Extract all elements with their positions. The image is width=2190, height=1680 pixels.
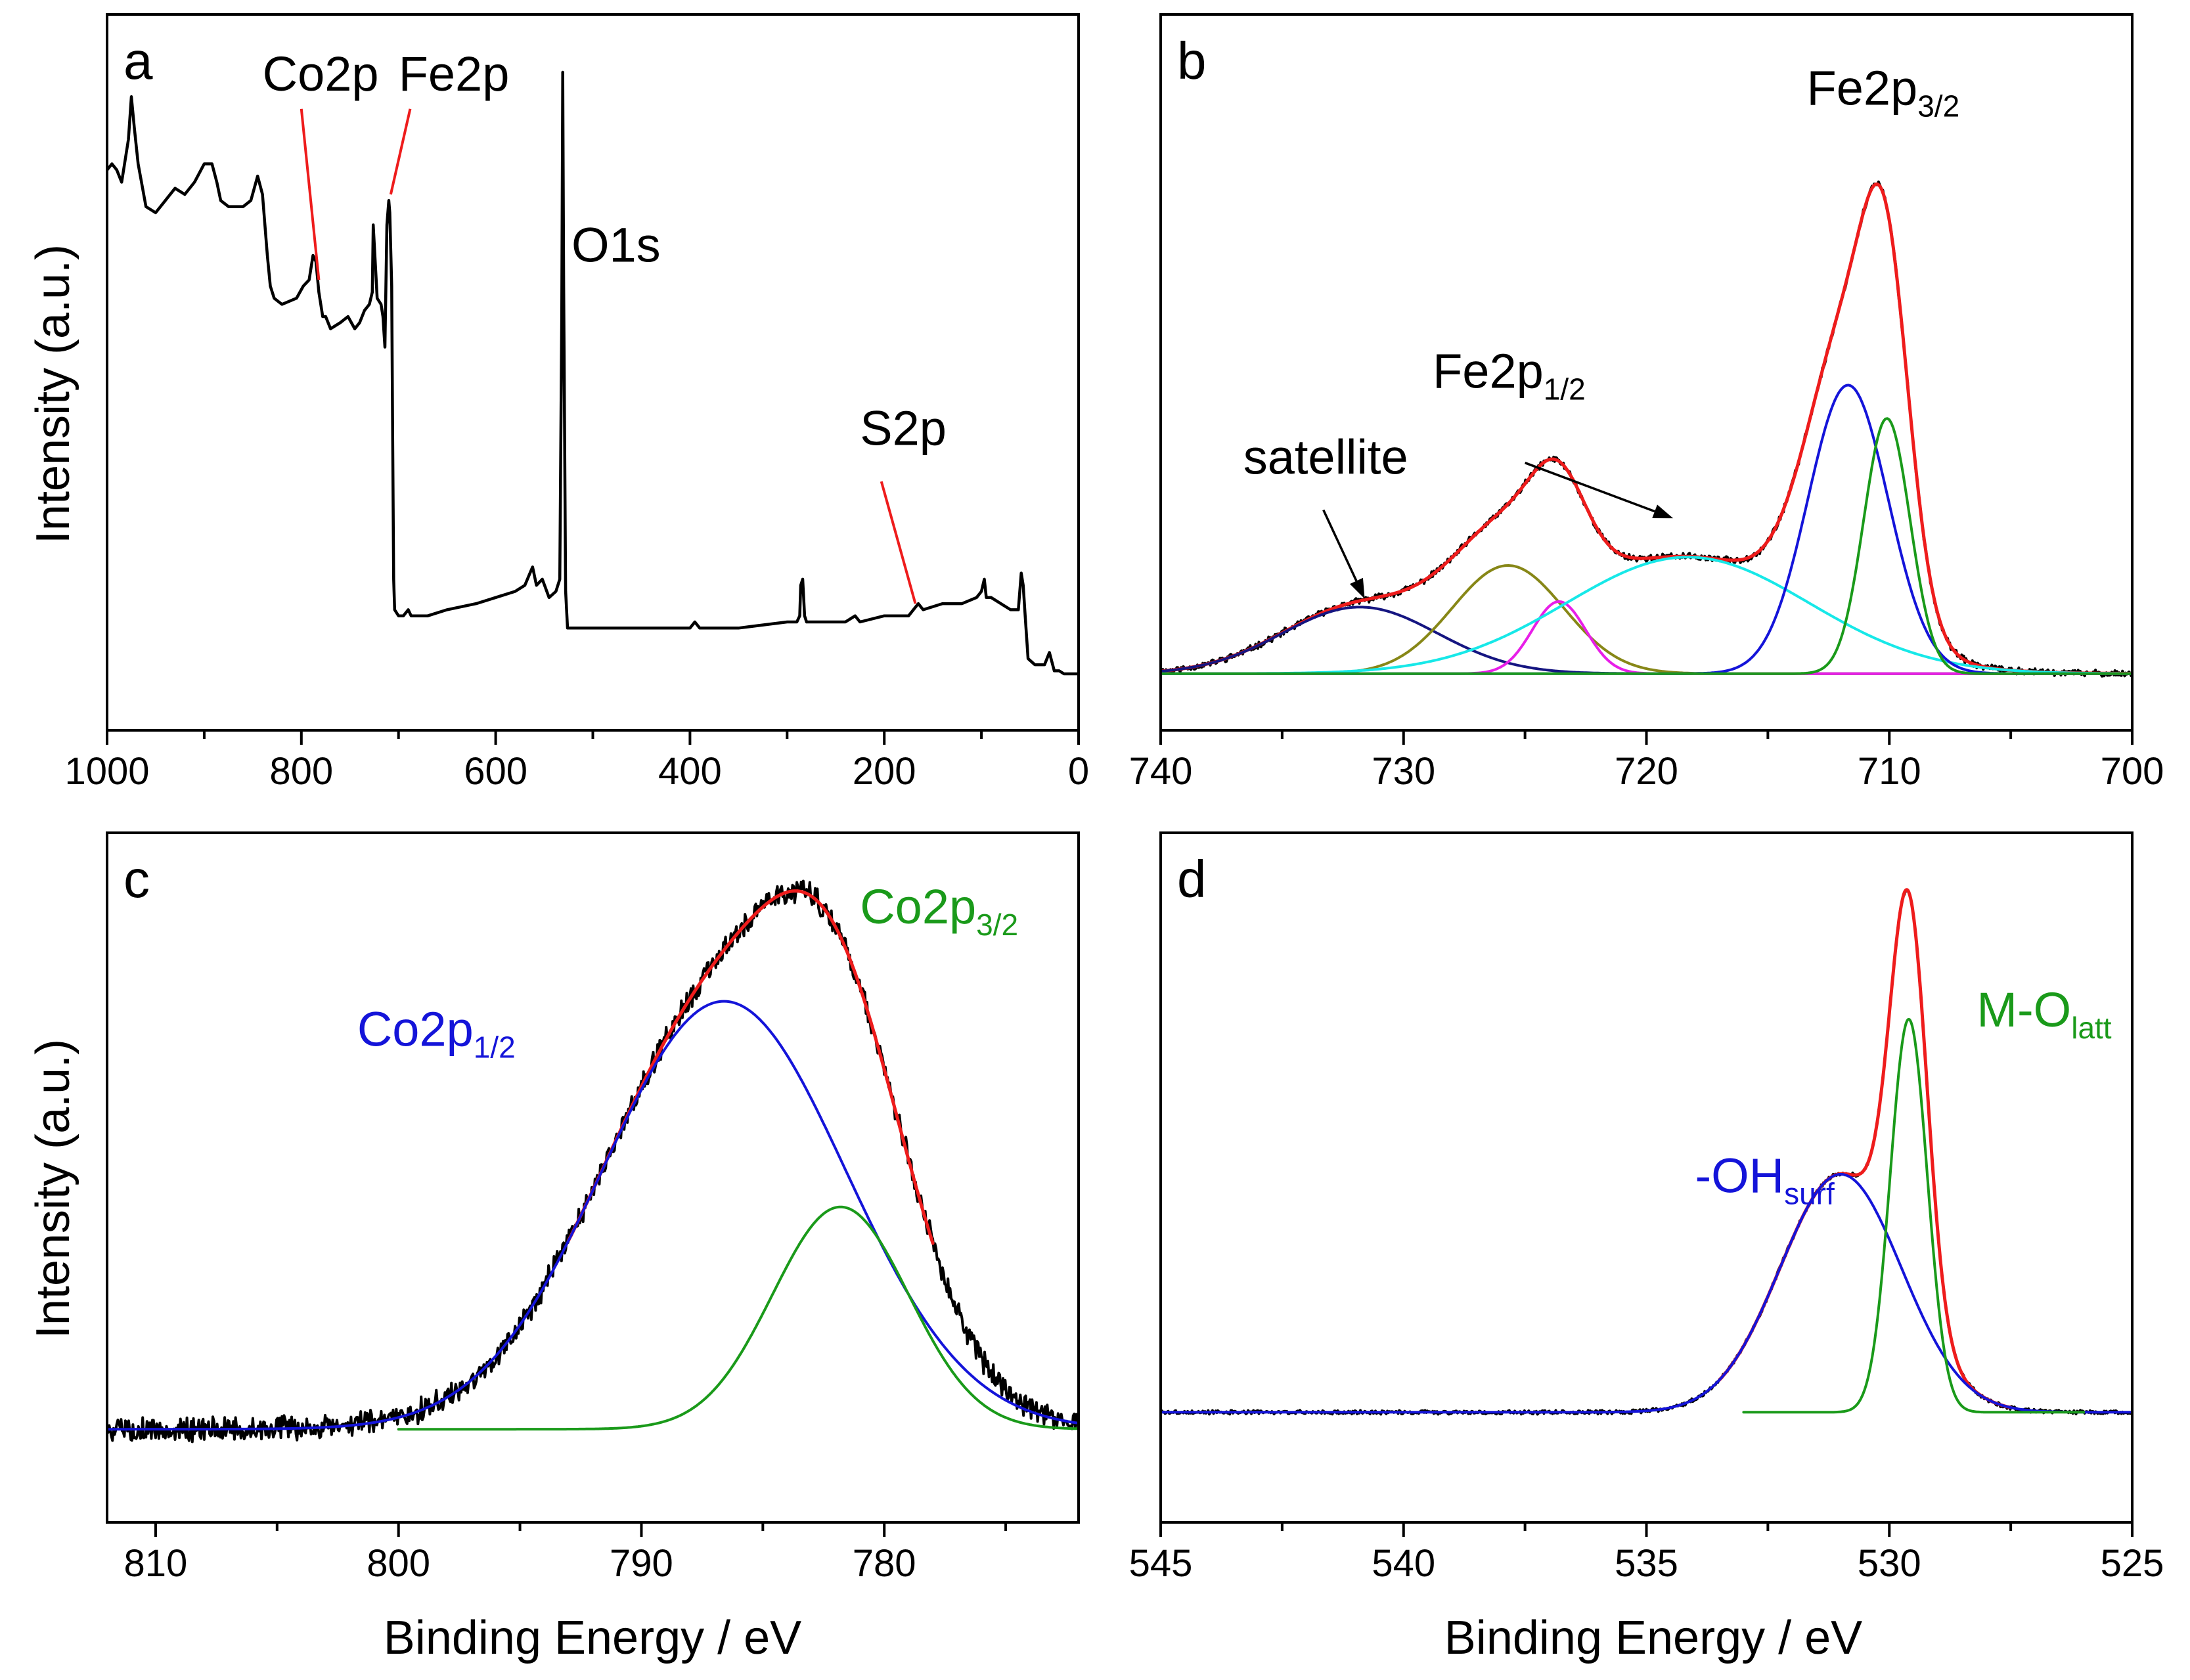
x-tick-label-c-3: 780	[853, 1542, 916, 1585]
x-tick-label-a-4: 200	[853, 750, 916, 793]
annotation-a-2: O1s	[571, 217, 661, 272]
arrow-b-0	[1322, 509, 1365, 599]
series-c-3-line	[397, 1205, 1079, 1431]
x-axis-title-left: Binding Energy / eV	[384, 1612, 801, 1664]
y-axis-title-top: Intensity (a.u.)	[27, 244, 79, 544]
x-tick-label-b-3: 710	[1858, 750, 1921, 793]
series-a-0-line	[107, 70, 1079, 676]
annotation-a-3: S2p	[860, 401, 947, 455]
x-tick-label-a-5: 0	[1068, 750, 1089, 793]
x-tick-label-c-0: 810	[124, 1542, 188, 1585]
plot-area-b	[1161, 180, 2132, 678]
panel-letter-d: d	[1177, 850, 1207, 908]
x-tick-label-a-2: 600	[464, 750, 527, 793]
annotation-b-0: Fe2p3/2	[1807, 61, 1960, 123]
leader-line-a-1	[389, 108, 412, 195]
axes-frame-c	[106, 831, 1080, 1524]
annotation-d-1: -OHsurf	[1695, 1149, 1835, 1211]
annotation-c-0: Co2p3/2	[860, 879, 1018, 942]
x-tick-label-d-4: 525	[2101, 1542, 2164, 1585]
annotation-a-1: Fe2p	[399, 47, 510, 101]
x-tick-label-a-3: 400	[658, 750, 722, 793]
series-b-1-line	[1161, 182, 2132, 676]
x-tick-label-d-2: 535	[1615, 1542, 1678, 1585]
plot-area-a	[107, 70, 1079, 676]
y-axis-title-bottom: Intensity (a.u.)	[27, 1039, 79, 1338]
series-d-2-line	[1161, 1172, 2132, 1414]
x-tick-label-a-0: 1000	[64, 750, 149, 793]
x-tick-label-b-0: 740	[1129, 750, 1193, 793]
panel-letter-c: c	[123, 850, 150, 908]
x-tick-label-d-0: 545	[1129, 1542, 1193, 1585]
x-axis-title-right: Binding Energy / eV	[1444, 1612, 1862, 1664]
series-b-7-line	[1161, 417, 2132, 675]
annotation-d-0: M-Olatt	[1977, 983, 2111, 1045]
x-tick-label-c-1: 800	[367, 1542, 430, 1585]
x-tick-label-a-1: 800	[269, 750, 333, 793]
x-tick-label-d-3: 530	[1858, 1542, 1921, 1585]
plot-area-d	[1161, 888, 2132, 1416]
x-tick-label-c-2: 790	[610, 1542, 673, 1585]
annotation-c-1: Co2p1/2	[357, 1002, 516, 1064]
leader-line-a-0	[300, 108, 321, 280]
annotation-b-2: satellite	[1243, 430, 1408, 485]
x-tick-label-d-1: 540	[1372, 1542, 1435, 1585]
panel-letter-b: b	[1177, 32, 1207, 90]
panel-a: 1000 800 600 400 200 0 a Co2p Fe2p O1s S2p	[64, 13, 1089, 793]
x-tick-label-b-2: 720	[1615, 750, 1678, 793]
annotation-b-1: Fe2p1/2	[1433, 344, 1586, 407]
annotation-a-0: Co2p	[263, 47, 379, 101]
arrow-b-1	[1525, 462, 1674, 519]
panel-letter-a: a	[123, 32, 153, 90]
series-d-3-line	[1742, 1017, 2086, 1414]
panel-b: 740 730 720 710 700 b Fe2p3/2 Fe2p1/2 satellite	[1129, 13, 2164, 793]
plot-area-c	[107, 879, 1079, 1444]
panel-c: 810 800 790 780 c Co2p3/2 Co2p1/2	[106, 831, 1080, 1585]
x-tick-label-b-4: 700	[2101, 750, 2164, 793]
leader-line-a-3	[880, 481, 917, 604]
panel-d: 545 540 535 530 525 d M-Olatt -OHsurf	[1129, 831, 2164, 1585]
x-tick-label-b-1: 730	[1372, 750, 1435, 793]
